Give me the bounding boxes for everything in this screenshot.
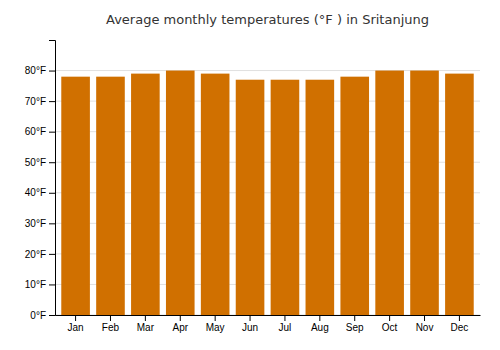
tick-label: Aug [311, 322, 329, 333]
bar [445, 74, 474, 315]
tick-label: 70°F [25, 96, 46, 107]
tick: Aug [311, 315, 329, 333]
tick: Jul [279, 315, 292, 333]
x-axis: Jan Feb Mar Apr May Jun Jul Aug Sep Oct Nov Dec [56, 315, 481, 333]
tick-mark [49, 315, 55, 316]
bar [271, 80, 300, 315]
tick-label: 0°F [30, 310, 46, 321]
tick-label: Apr [172, 322, 188, 333]
tick-mark [49, 132, 55, 133]
bar [96, 77, 125, 315]
tick: 30°F [25, 218, 55, 229]
tick-label: Jul [279, 322, 292, 333]
plot-area [61, 71, 473, 315]
tick-mark [49, 254, 55, 255]
tick: Feb [102, 315, 120, 333]
tick: Mar [137, 315, 155, 333]
tick-label: 80°F [25, 65, 46, 76]
tick-mark [145, 315, 146, 321]
bar [375, 71, 404, 315]
tick: 20°F [25, 249, 55, 260]
tick-label: May [206, 322, 225, 333]
bar [340, 77, 369, 315]
chart: 0°F 10°F 20°F 30°F 40°F 50°F 60°F 70°F 80°F Jan Fe… [0, 0, 500, 350]
bar [61, 77, 90, 315]
tick: 10°F [25, 279, 55, 290]
tick-mark [215, 315, 216, 321]
y-axis: 0°F 10°F 20°F 30°F 40°F 50°F 60°F 70°F 80°F [25, 41, 56, 321]
title: Average monthly temperatures (°F ) in Sr… [106, 12, 429, 27]
tick-mark [75, 315, 76, 321]
bar [410, 71, 439, 315]
tick-label: 20°F [25, 249, 46, 260]
tick-mark [49, 223, 55, 224]
axis-line [56, 315, 481, 316]
tick-mark [459, 315, 460, 321]
tick: Apr [172, 315, 188, 333]
tick-label: 60°F [25, 126, 46, 137]
tick: May [206, 315, 225, 333]
tick: 70°F [25, 96, 55, 107]
tick-label: 40°F [25, 187, 46, 198]
tick-label: 30°F [25, 218, 46, 229]
tick-label: Mar [137, 322, 155, 333]
tick-mark [49, 193, 55, 194]
tick-label: 10°F [25, 279, 46, 290]
tick: Jan [68, 315, 84, 333]
tick-label: 50°F [25, 157, 46, 168]
tick-mark [49, 284, 55, 285]
bar [131, 74, 160, 315]
tick-mark [389, 315, 390, 321]
axis-line [49, 41, 56, 316]
tick-mark [424, 315, 425, 321]
tick: Sep [346, 315, 364, 333]
tick: 0°F [30, 310, 55, 321]
tick-mark [110, 315, 111, 321]
tick-mark [49, 71, 55, 72]
grid [55, 71, 480, 315]
tick: Jun [242, 315, 258, 333]
tick-label: Sep [346, 322, 364, 333]
tick-label: Dec [451, 322, 469, 333]
tick-label: Jun [242, 322, 258, 333]
tick: Dec [451, 315, 469, 333]
tick: 80°F [25, 65, 55, 76]
tick-mark [49, 162, 55, 163]
tick-label: Feb [102, 322, 120, 333]
bar [201, 74, 230, 315]
tick: 60°F [25, 126, 55, 137]
bar [166, 71, 195, 315]
tick-mark [354, 315, 355, 321]
tick-mark [319, 315, 320, 321]
tick-mark [180, 315, 181, 321]
bar [236, 80, 265, 315]
tick-label: Oct [382, 322, 398, 333]
tick: Nov [416, 315, 434, 333]
bar [306, 80, 335, 315]
tick-label: Nov [416, 322, 434, 333]
tick: 50°F [25, 157, 55, 168]
tick-mark [49, 101, 55, 102]
tick-mark [250, 315, 251, 321]
tick: Oct [382, 315, 398, 333]
tick-mark [284, 315, 285, 321]
tick-label: Jan [68, 322, 84, 333]
tick: 40°F [25, 187, 55, 198]
